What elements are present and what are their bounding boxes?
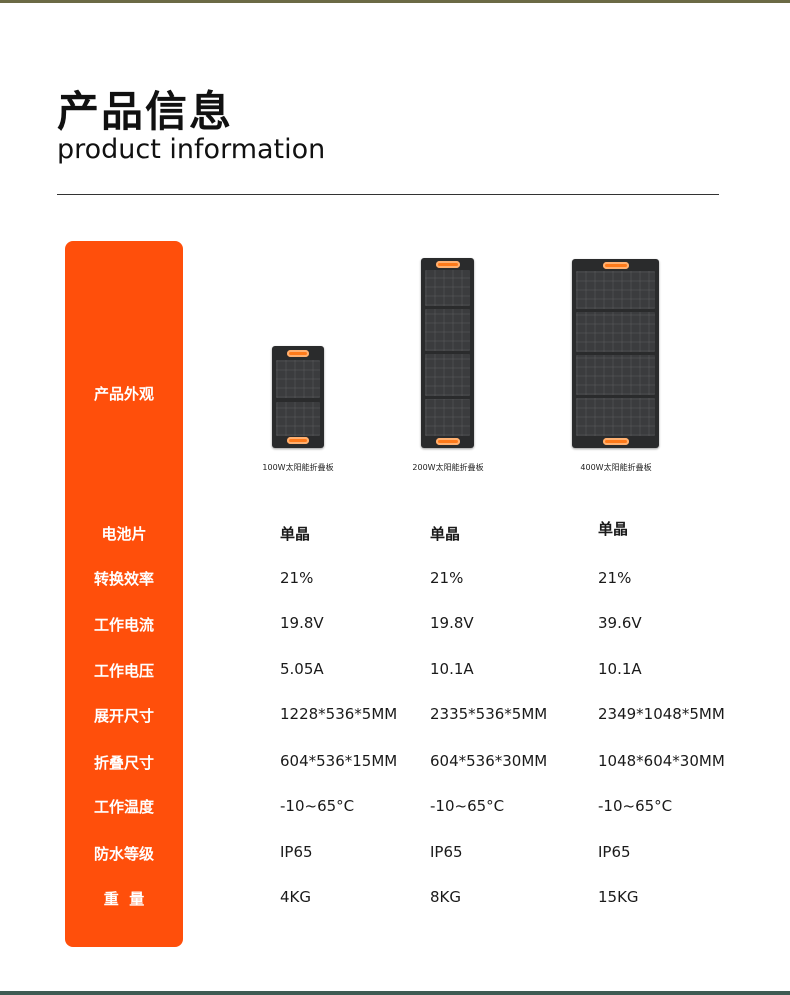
spec-value: -10~65°C [430,797,505,815]
spec-value: 19.8V [280,614,324,632]
bottom-border [0,991,790,995]
spec-value: IP65 [430,843,463,861]
row-label-cell-type: 电池片 [101,525,147,543]
panel-200w-caption: 200W太阳能折叠板 [412,463,484,472]
spec-value: 19.8V [430,614,474,632]
row-label-voltage: 工作电压 [93,662,154,680]
spec-value: 10.1A [430,660,474,678]
spec-value: 2349*1048*5MM [598,705,725,723]
spec-value: 15KG [598,888,639,906]
spec-value: 10.1A [598,660,642,678]
divider [57,194,719,195]
spec-value: 单晶 [430,525,461,543]
spec-value: 1048*604*30MM [598,752,725,770]
spec-value: 604*536*15MM [280,752,398,770]
spec-label-column [65,241,183,947]
row-label-waterproof: 防水等级 [93,845,154,863]
row-label-current: 工作电流 [93,616,154,634]
top-border [0,0,790,3]
spec-value: 1228*536*5MM [280,705,398,723]
spec-value: IP65 [598,843,631,861]
panel-100w-caption: 100W太阳能折叠板 [262,463,334,472]
panel-200w-image [421,258,474,448]
spec-value: 单晶 [280,525,311,543]
panel-400w-image [572,259,659,448]
spec-value: 21% [430,569,464,587]
spec-value: 8KG [430,888,462,906]
spec-value: 39.6V [598,614,642,632]
spec-value: 21% [598,569,632,587]
page-title: 产品信息 [57,87,234,136]
row-label-efficiency: 转换效率 [93,570,154,588]
row-label-folded-size: 折叠尺寸 [93,754,154,772]
spec-value: 21% [280,569,314,587]
spec-value: 604*536*30MM [430,752,548,770]
row-label-appearance: 产品外观 [93,385,154,403]
spec-value: 2335*536*5MM [430,705,548,723]
row-label-weight: 重 量 [103,890,145,908]
row-label-unfolded-size: 展开尺寸 [93,707,154,725]
page-subtitle: product information [57,134,326,165]
spec-value: 5.05A [280,660,324,678]
spec-value: IP65 [280,843,313,861]
panel-400w-caption: 400W太阳能折叠板 [580,463,652,472]
panel-100w-image [272,346,324,448]
spec-value: 4KG [280,888,312,906]
row-label-temperature: 工作温度 [93,798,154,816]
spec-value: -10~65°C [598,797,673,815]
spec-value: -10~65°C [280,797,355,815]
spec-value: 单晶 [598,520,629,538]
